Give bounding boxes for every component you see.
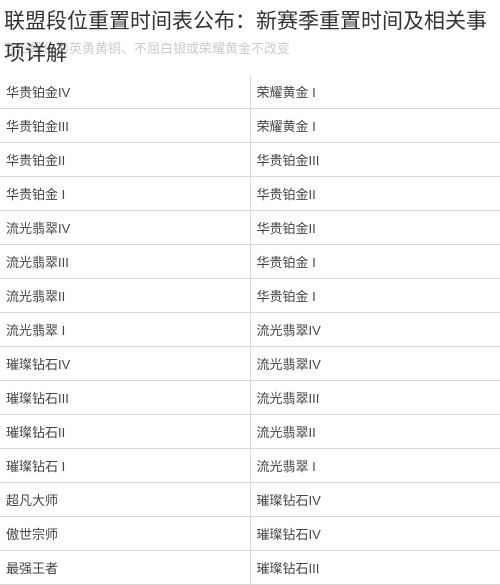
table-row: 流光翡翠II华贵铂金 I	[0, 279, 500, 313]
rank-reset-table: 华贵铂金IV荣耀黄金 I华贵铂金III荣耀黄金 I华贵铂金II华贵铂金III华贵…	[0, 75, 500, 585]
new-rank-cell: 流光翡翠IV	[250, 347, 500, 381]
new-rank-cell: 华贵铂金II	[250, 177, 500, 211]
page-title: 联盟段位重置时间表公布：新赛季重置时间及相关事项详解	[0, 0, 500, 73]
table-row: 华贵铂金 I华贵铂金II	[0, 177, 500, 211]
table-row: 璀璨钻石III流光翡翠III	[0, 381, 500, 415]
new-rank-cell: 流光翡翠II	[250, 415, 500, 449]
old-rank-cell: 华贵铂金II	[0, 143, 250, 177]
table-row: 璀璨钻石 I流光翡翠 I	[0, 449, 500, 483]
old-rank-cell: 璀璨钻石IV	[0, 347, 250, 381]
new-rank-cell: 流光翡翠III	[250, 381, 500, 415]
new-rank-cell: 流光翡翠IV	[250, 313, 500, 347]
table-row: 最强王者璀璨钻石III	[0, 551, 500, 585]
table-row: 流光翡翠IV华贵铂金II	[0, 211, 500, 245]
new-rank-cell: 荣耀黄金 I	[250, 109, 500, 143]
old-rank-cell: 傲世宗师	[0, 517, 250, 551]
old-rank-cell: 华贵铂金III	[0, 109, 250, 143]
new-rank-cell: 璀璨钻石III	[250, 551, 500, 585]
new-rank-cell: 荣耀黄金 I	[250, 75, 500, 109]
old-rank-cell: 璀璨钻石III	[0, 381, 250, 415]
table-row: 流光翡翠III华贵铂金 I	[0, 245, 500, 279]
old-rank-cell: 流光翡翠III	[0, 245, 250, 279]
old-rank-cell: 流光翡翠IV	[0, 211, 250, 245]
new-rank-cell: 璀璨钻石IV	[250, 517, 500, 551]
table-row: 流光翡翠 I流光翡翠IV	[0, 313, 500, 347]
new-rank-cell: 华贵铂金II	[250, 211, 500, 245]
new-rank-cell: 华贵铂金 I	[250, 279, 500, 313]
table-row: 璀璨钻石IV流光翡翠IV	[0, 347, 500, 381]
new-rank-cell: 华贵铂金III	[250, 143, 500, 177]
old-rank-cell: 华贵铂金 I	[0, 177, 250, 211]
table-row: 璀璨钻石II流光翡翠II	[0, 415, 500, 449]
old-rank-cell: 最强王者	[0, 551, 250, 585]
old-rank-cell: 超凡大师	[0, 483, 250, 517]
table-row: 华贵铂金III荣耀黄金 I	[0, 109, 500, 143]
old-rank-cell: 璀璨钻石II	[0, 415, 250, 449]
new-rank-cell: 流光翡翠 I	[250, 449, 500, 483]
old-rank-cell: 流光翡翠 I	[0, 313, 250, 347]
table-row: 超凡大师璀璨钻石IV	[0, 483, 500, 517]
table-row: 傲世宗师璀璨钻石IV	[0, 517, 500, 551]
new-rank-cell: 璀璨钻石IV	[250, 483, 500, 517]
old-rank-cell: 流光翡翠II	[0, 279, 250, 313]
table-row: 华贵铂金IV荣耀黄金 I	[0, 75, 500, 109]
old-rank-cell: 华贵铂金IV	[0, 75, 250, 109]
table-row: 华贵铂金II华贵铂金III	[0, 143, 500, 177]
new-rank-cell: 华贵铂金 I	[250, 245, 500, 279]
old-rank-cell: 璀璨钻石 I	[0, 449, 250, 483]
